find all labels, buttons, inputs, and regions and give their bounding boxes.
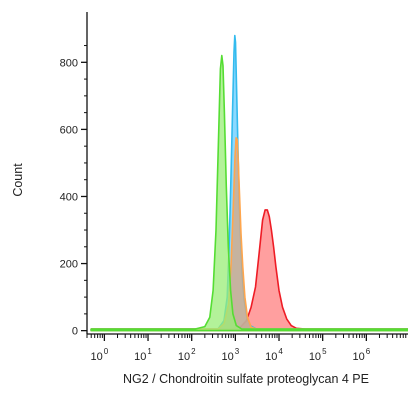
x-tick-label: 103 — [222, 347, 240, 363]
x-tick-label: 102 — [178, 347, 196, 363]
y-tick-label: 200 — [60, 259, 78, 271]
histogram-series-1 — [90, 209, 408, 332]
x-tick-label: 105 — [309, 347, 327, 363]
axis-layer: 0 200 400 600 800 100 101 102 103 104 105 106 — [60, 12, 408, 363]
x-tick-label: 101 — [134, 347, 152, 363]
x-tick-label: 100 — [91, 347, 109, 363]
x-tick-label: 104 — [265, 347, 283, 363]
x-axis-ticks: 100 101 102 103 104 105 106 — [86, 334, 407, 363]
histogram-series-4 — [90, 54, 408, 332]
histogram-series-3 — [90, 137, 408, 332]
y-axis-ticks: 0 200 400 600 800 — [60, 45, 87, 338]
y-tick-label: 600 — [60, 124, 78, 136]
y-tick-label: 0 — [72, 326, 78, 338]
x-tick-label: 106 — [352, 347, 370, 363]
histogram-series-2 — [90, 34, 408, 332]
y-tick-label: 800 — [60, 57, 78, 69]
x-axis-title: NG2 / Chondroitin sulfate proteoglycan 4… — [123, 372, 369, 386]
y-axis-title: Count — [11, 163, 25, 197]
series-layer — [90, 34, 408, 332]
y-tick-label: 400 — [60, 191, 78, 203]
